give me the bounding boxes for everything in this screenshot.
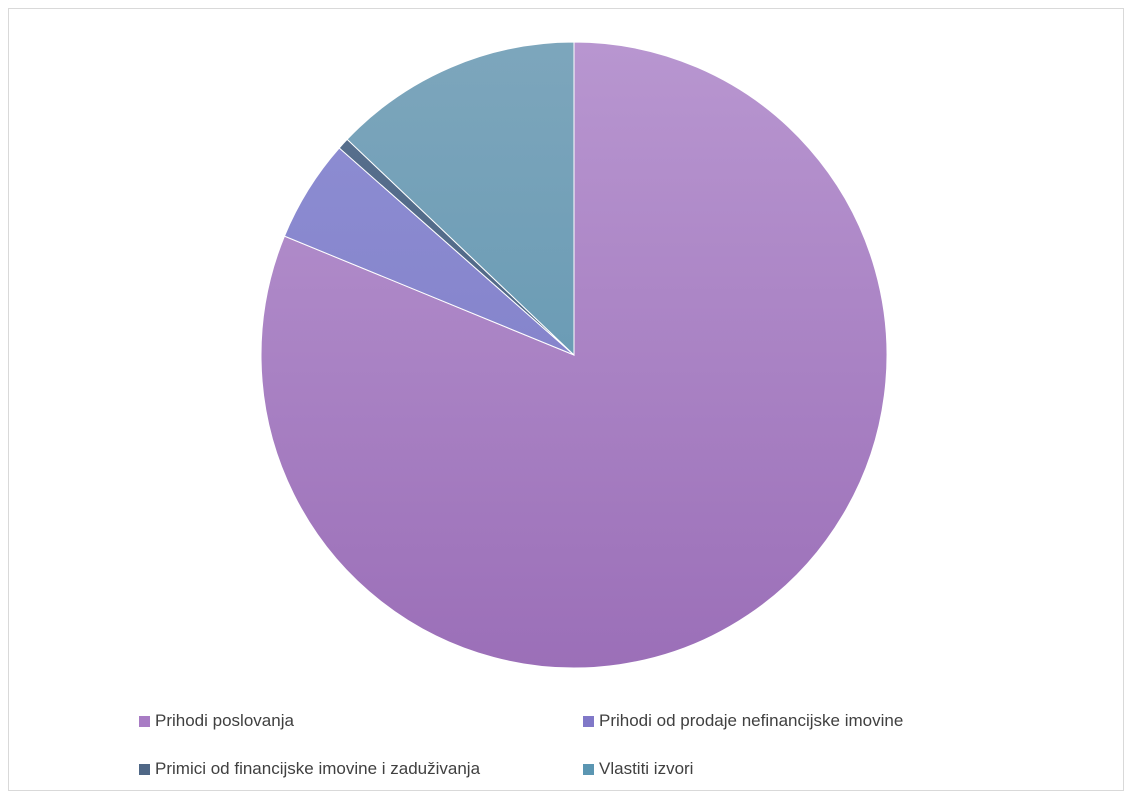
pie-slice-4 <box>346 41 575 357</box>
